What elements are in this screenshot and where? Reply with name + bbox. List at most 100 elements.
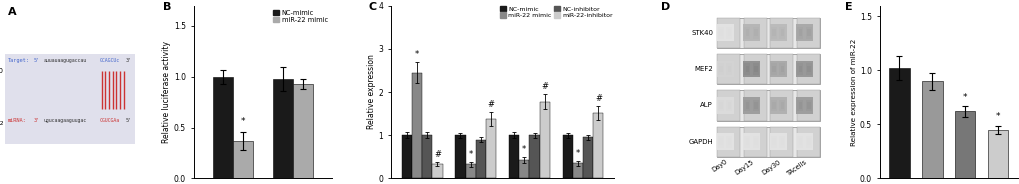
Text: STK40: STK40 bbox=[690, 30, 712, 36]
Bar bbox=[777, 24, 786, 41]
Bar bbox=[804, 133, 812, 150]
Bar bbox=[742, 133, 751, 150]
Bar bbox=[796, 18, 819, 48]
Bar bbox=[805, 27, 811, 39]
Bar bbox=[715, 97, 725, 114]
Bar bbox=[717, 100, 723, 111]
Text: MEF2: MEF2 bbox=[694, 66, 712, 72]
Bar bbox=[422, 135, 432, 178]
Bar bbox=[753, 66, 757, 72]
Bar bbox=[744, 63, 750, 75]
Bar bbox=[573, 163, 583, 178]
Bar bbox=[751, 97, 759, 114]
Bar bbox=[797, 27, 803, 39]
Bar bbox=[770, 136, 776, 148]
Bar bbox=[716, 90, 740, 121]
Text: B: B bbox=[163, 2, 171, 12]
Bar bbox=[771, 29, 774, 36]
Text: miRNA:: miRNA: bbox=[8, 118, 26, 123]
Bar bbox=[752, 136, 758, 148]
Text: #: # bbox=[433, 150, 440, 159]
Bar bbox=[780, 138, 784, 145]
Bar bbox=[727, 66, 731, 72]
Bar bbox=[519, 160, 529, 178]
Legend: NC-mimic, miR-22 mimic, NC-inhibitor, miR-22-inhibitor: NC-mimic, miR-22 mimic, NC-inhibitor, mi… bbox=[499, 5, 612, 19]
Bar bbox=[798, 138, 801, 145]
Bar bbox=[717, 63, 723, 75]
Bar bbox=[753, 102, 757, 109]
Bar bbox=[780, 102, 784, 109]
Text: #: # bbox=[594, 94, 601, 103]
Bar bbox=[292, 84, 313, 178]
Bar bbox=[715, 24, 725, 41]
Text: *: * bbox=[468, 150, 473, 159]
Bar bbox=[465, 164, 475, 178]
Text: Day30: Day30 bbox=[760, 159, 782, 176]
Bar bbox=[539, 102, 549, 178]
Bar bbox=[806, 29, 810, 36]
Bar bbox=[716, 18, 740, 48]
Text: Target:: Target: bbox=[8, 58, 30, 63]
Bar bbox=[771, 138, 774, 145]
Text: Day15: Day15 bbox=[734, 159, 755, 176]
Bar bbox=[770, 63, 776, 75]
Bar bbox=[806, 102, 810, 109]
Bar bbox=[796, 54, 819, 84]
Text: A: A bbox=[8, 7, 16, 17]
Text: *: * bbox=[576, 149, 580, 158]
Bar bbox=[745, 138, 748, 145]
Y-axis label: Relative expression of miR-22: Relative expression of miR-22 bbox=[850, 38, 856, 146]
Bar bbox=[780, 29, 784, 36]
Legend: NC-mimic, miR-22 mimic: NC-mimic, miR-22 mimic bbox=[272, 9, 328, 24]
Bar bbox=[752, 27, 758, 39]
Bar bbox=[716, 54, 740, 84]
Text: CGUCGAa: CGUCGAa bbox=[100, 118, 119, 123]
Bar bbox=[805, 63, 811, 75]
Text: GAPDH: GAPDH bbox=[688, 139, 712, 145]
Bar bbox=[752, 63, 758, 75]
Bar bbox=[771, 66, 774, 72]
Text: *: * bbox=[962, 93, 967, 102]
Bar bbox=[716, 127, 740, 157]
Bar bbox=[798, 102, 801, 109]
Bar bbox=[508, 135, 519, 178]
Bar bbox=[804, 97, 812, 114]
Bar bbox=[725, 24, 733, 41]
Bar bbox=[745, 29, 748, 36]
Bar bbox=[745, 66, 748, 72]
Bar bbox=[769, 90, 793, 121]
Bar bbox=[768, 24, 777, 41]
Bar bbox=[954, 112, 974, 178]
Text: E: E bbox=[844, 2, 852, 12]
Bar bbox=[751, 133, 759, 150]
Bar bbox=[804, 61, 812, 77]
Bar bbox=[485, 119, 495, 178]
Bar bbox=[716, 18, 819, 48]
Text: 3': 3' bbox=[125, 58, 131, 63]
Text: *: * bbox=[240, 117, 245, 125]
Bar bbox=[779, 136, 785, 148]
Bar bbox=[805, 136, 811, 148]
Bar bbox=[768, 133, 777, 150]
Bar bbox=[742, 24, 751, 41]
Bar bbox=[745, 102, 748, 109]
Bar bbox=[795, 133, 804, 150]
Bar bbox=[921, 81, 942, 178]
Bar bbox=[769, 127, 793, 157]
Bar bbox=[401, 135, 412, 178]
Bar bbox=[743, 90, 766, 121]
Bar bbox=[777, 61, 786, 77]
Bar bbox=[751, 61, 759, 77]
Text: #: # bbox=[541, 82, 547, 91]
Bar bbox=[725, 133, 733, 150]
Bar bbox=[742, 61, 751, 77]
Bar bbox=[798, 66, 801, 72]
Bar bbox=[987, 130, 1008, 178]
Bar bbox=[805, 100, 811, 111]
Bar bbox=[779, 63, 785, 75]
Text: 3': 3' bbox=[34, 118, 40, 123]
Bar bbox=[432, 164, 442, 178]
Bar bbox=[796, 90, 819, 121]
Bar bbox=[718, 138, 721, 145]
Text: 5': 5' bbox=[125, 118, 131, 123]
